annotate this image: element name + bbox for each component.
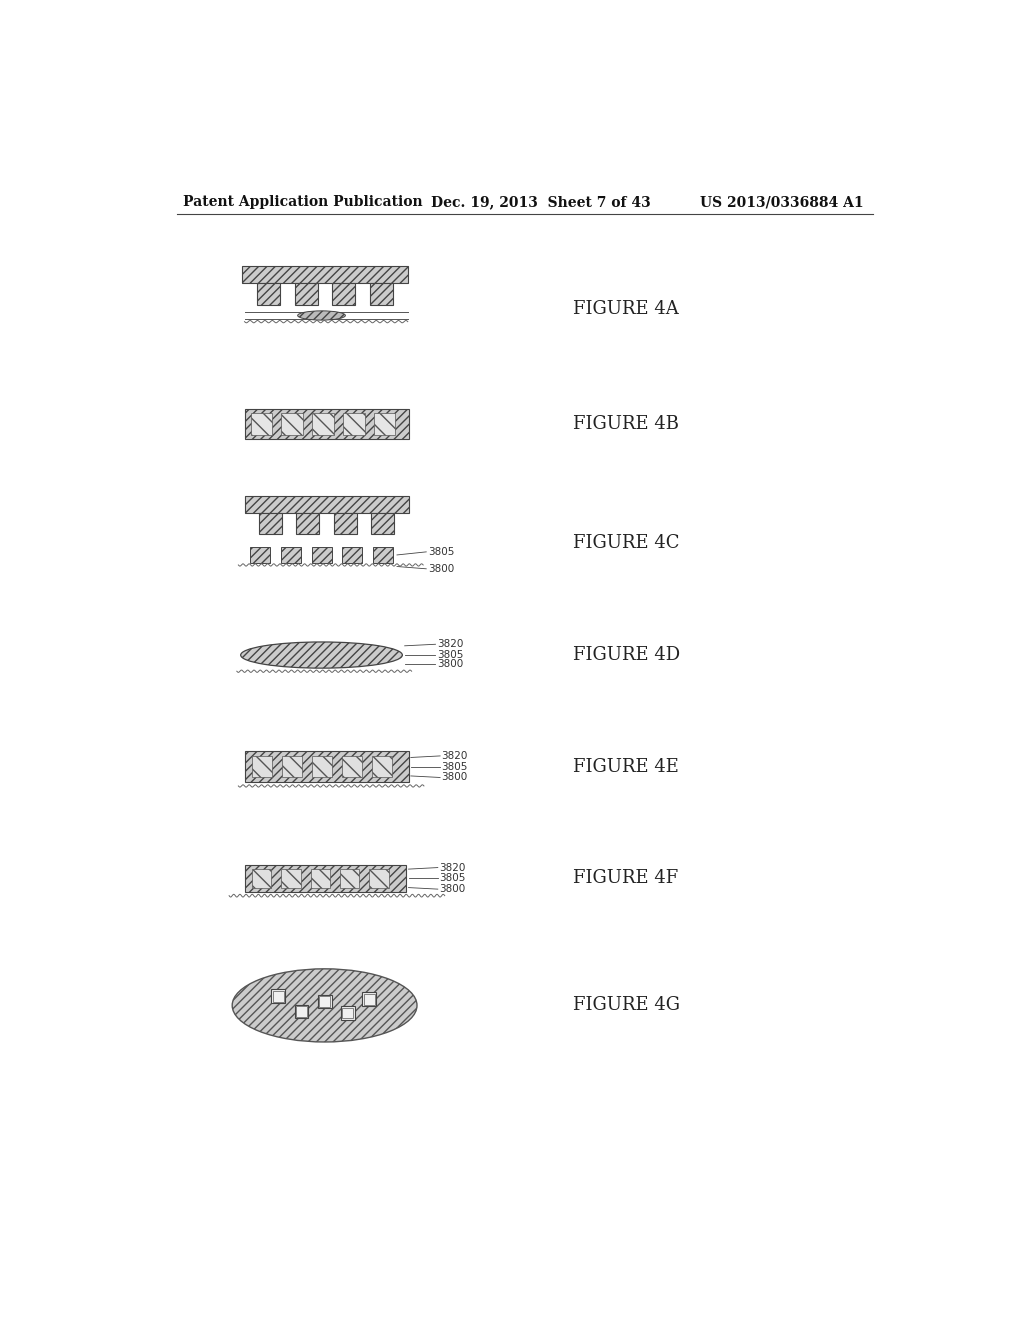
Ellipse shape — [232, 969, 417, 1041]
Bar — [251, 413, 272, 434]
Bar — [259, 512, 282, 535]
Text: US 2013/0336884 A1: US 2013/0336884 A1 — [700, 195, 864, 210]
Text: FIGURE 4B: FIGURE 4B — [573, 414, 679, 433]
Bar — [312, 756, 333, 777]
Bar — [295, 1005, 308, 1019]
Ellipse shape — [241, 642, 402, 668]
Ellipse shape — [298, 312, 345, 321]
Text: Patent Application Publication: Patent Application Publication — [183, 195, 423, 210]
Bar — [373, 756, 392, 777]
Bar — [370, 869, 388, 888]
Text: 3800: 3800 — [439, 884, 466, 894]
Text: FIGURE 4D: FIGURE 4D — [573, 645, 680, 664]
Text: 3820: 3820 — [441, 751, 468, 760]
Bar — [281, 548, 301, 562]
Bar — [342, 1007, 353, 1019]
Bar — [250, 548, 270, 562]
Bar — [296, 1006, 307, 1016]
Text: 3800: 3800 — [437, 659, 463, 669]
Bar — [334, 512, 356, 535]
Bar — [296, 512, 319, 535]
Bar — [373, 548, 393, 562]
Bar — [282, 869, 301, 888]
Bar — [370, 284, 393, 305]
Text: 3820: 3820 — [439, 862, 466, 873]
Text: FIGURE 4F: FIGURE 4F — [573, 870, 679, 887]
Bar — [282, 413, 303, 434]
Bar — [295, 284, 317, 305]
Text: 3800: 3800 — [441, 772, 468, 783]
Bar — [271, 989, 286, 1003]
Text: 3805: 3805 — [437, 649, 464, 660]
Bar — [374, 413, 395, 434]
Bar — [341, 1006, 354, 1020]
Bar — [243, 267, 408, 284]
Bar — [252, 756, 272, 777]
Text: FIGURE 4E: FIGURE 4E — [573, 758, 679, 776]
Bar — [245, 409, 409, 438]
Bar — [371, 512, 394, 535]
Text: 3820: 3820 — [437, 639, 464, 649]
Bar — [340, 869, 359, 888]
Bar — [245, 496, 409, 512]
Bar — [343, 413, 365, 434]
Text: 3805: 3805 — [441, 762, 468, 772]
Bar — [257, 284, 280, 305]
Bar — [252, 869, 271, 888]
Text: FIGURE 4G: FIGURE 4G — [573, 997, 680, 1014]
Bar — [312, 413, 334, 434]
Bar — [283, 756, 302, 777]
Text: FIGURE 4A: FIGURE 4A — [573, 300, 679, 318]
Bar — [245, 865, 407, 892]
Bar — [245, 751, 409, 781]
Bar — [362, 993, 376, 1006]
Bar — [342, 756, 362, 777]
Bar — [310, 869, 330, 888]
Bar — [342, 548, 362, 562]
Text: 3805: 3805 — [439, 874, 466, 883]
Text: Dec. 19, 2013  Sheet 7 of 43: Dec. 19, 2013 Sheet 7 of 43 — [431, 195, 650, 210]
Text: 3800: 3800 — [428, 564, 454, 574]
Bar — [364, 994, 375, 1005]
Bar — [273, 991, 284, 1002]
Bar — [311, 548, 332, 562]
Text: FIGURE 4C: FIGURE 4C — [573, 535, 680, 552]
Bar — [319, 997, 330, 1007]
Bar — [317, 995, 332, 1008]
Bar — [333, 284, 355, 305]
Text: 3805: 3805 — [428, 546, 455, 557]
